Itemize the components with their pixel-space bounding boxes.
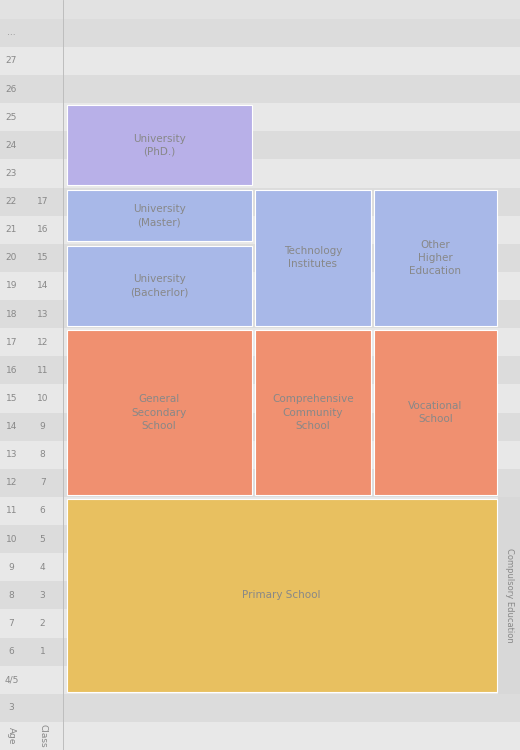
Text: University
(PhD.): University (PhD.) — [133, 134, 186, 157]
Text: 7: 7 — [40, 478, 46, 488]
Text: Class: Class — [38, 724, 47, 748]
Text: 6: 6 — [40, 506, 46, 515]
Text: 8: 8 — [40, 450, 46, 459]
Bar — [255, 330, 371, 495]
Bar — [0, 328, 520, 356]
Bar — [0, 188, 520, 216]
Text: 19: 19 — [6, 281, 17, 290]
Bar — [0, 554, 520, 581]
Text: 12: 12 — [37, 338, 48, 346]
Text: 22: 22 — [6, 197, 17, 206]
Bar — [374, 330, 497, 495]
Bar — [0, 103, 520, 131]
Text: 15: 15 — [37, 254, 48, 262]
Bar — [374, 190, 497, 326]
Text: University
(Bacherlor): University (Bacherlor) — [130, 274, 188, 298]
Text: 15: 15 — [6, 394, 17, 403]
Text: 4/5: 4/5 — [4, 675, 19, 684]
Text: 4: 4 — [40, 562, 45, 572]
Text: 24: 24 — [6, 141, 17, 150]
Bar — [67, 106, 252, 185]
Bar — [0, 666, 520, 694]
Text: 27: 27 — [6, 56, 17, 65]
Text: Vocational
School: Vocational School — [408, 401, 462, 424]
Bar — [255, 190, 371, 326]
Bar — [0, 272, 520, 300]
Text: 1: 1 — [40, 647, 46, 656]
Bar — [0, 75, 520, 104]
Text: 16: 16 — [6, 366, 17, 375]
Text: 6: 6 — [8, 647, 15, 656]
Bar — [67, 330, 252, 495]
Bar — [0, 300, 520, 328]
Text: 5: 5 — [40, 535, 46, 544]
Bar — [0, 497, 520, 525]
Text: 21: 21 — [6, 225, 17, 234]
Text: 17: 17 — [6, 338, 17, 346]
Text: 11: 11 — [6, 506, 17, 515]
Text: 8: 8 — [8, 591, 15, 600]
Text: 2: 2 — [40, 619, 45, 628]
Bar — [0, 609, 520, 638]
Text: 3: 3 — [40, 591, 46, 600]
Bar — [0, 160, 520, 188]
Text: 9: 9 — [8, 562, 15, 572]
Text: 13: 13 — [37, 310, 48, 319]
Bar — [67, 246, 252, 326]
Bar — [0, 131, 520, 160]
Text: Comprehensive
Community
School: Comprehensive Community School — [272, 394, 354, 430]
Text: 7: 7 — [8, 619, 15, 628]
Bar — [0, 441, 520, 469]
Bar — [0, 638, 520, 666]
Bar — [0, 19, 520, 46]
Bar — [67, 500, 497, 692]
Text: 20: 20 — [6, 254, 17, 262]
Bar — [0, 413, 520, 441]
Bar — [0, 469, 520, 496]
Bar — [0, 694, 520, 722]
Text: University
(Master): University (Master) — [133, 204, 186, 227]
Text: ...: ... — [7, 28, 16, 38]
Text: 25: 25 — [6, 112, 17, 122]
Bar — [498, 496, 520, 694]
Text: 23: 23 — [6, 169, 17, 178]
Bar — [67, 190, 252, 242]
Text: 12: 12 — [6, 478, 17, 488]
Bar — [0, 722, 520, 750]
Text: 10: 10 — [37, 394, 48, 403]
Text: 3: 3 — [8, 704, 15, 712]
Bar — [0, 525, 520, 554]
Bar — [0, 385, 520, 412]
Text: 11: 11 — [37, 366, 48, 375]
Text: 16: 16 — [37, 225, 48, 234]
Text: 9: 9 — [40, 422, 46, 431]
Text: Primary School: Primary School — [242, 590, 321, 600]
Bar — [0, 356, 520, 384]
Text: Technology
Institutes: Technology Institutes — [284, 246, 342, 269]
Text: Compulsory Education: Compulsory Education — [504, 548, 514, 643]
Text: 26: 26 — [6, 85, 17, 94]
Text: General
Secondary
School: General Secondary School — [132, 394, 187, 430]
Text: 13: 13 — [6, 450, 17, 459]
Bar — [0, 244, 520, 272]
Text: 14: 14 — [6, 422, 17, 431]
Text: 17: 17 — [37, 197, 48, 206]
Bar — [0, 46, 520, 75]
Bar — [0, 216, 520, 244]
Text: Age: Age — [7, 728, 16, 745]
Text: 10: 10 — [6, 535, 17, 544]
Text: Other
Higher
Education: Other Higher Education — [409, 239, 461, 276]
Bar — [0, 581, 520, 609]
Text: 14: 14 — [37, 281, 48, 290]
Text: 18: 18 — [6, 310, 17, 319]
